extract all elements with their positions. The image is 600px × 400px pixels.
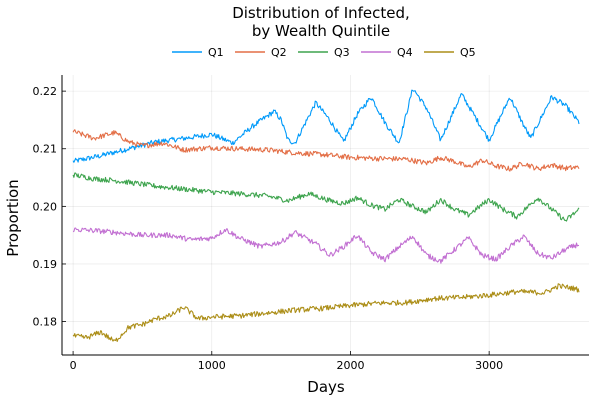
y-tick-label: 0.22 (33, 85, 58, 98)
y-tick-label: 0.19 (33, 258, 58, 271)
y-tick-label: 0.21 (33, 143, 58, 156)
x-tick-label: 2000 (336, 359, 364, 372)
series-line-q5 (72, 283, 580, 343)
y-tick-label: 0.18 (33, 316, 58, 329)
x-tick-label: 3000 (475, 359, 503, 372)
series-line-q2 (72, 129, 580, 172)
y-axis-label: Proportion (4, 179, 22, 256)
legend-label-q4: Q4 (397, 46, 413, 59)
legend: Q1 Q2 Q3 Q4 Q5 (172, 46, 476, 59)
series-line-q3 (72, 172, 580, 222)
x-tick-label: 1000 (198, 359, 226, 372)
legend-label-q1: Q1 (208, 46, 224, 59)
x-axis-label: Days (307, 378, 345, 396)
ticks: 0 1000 2000 3000 0.18 0.19 0.20 0.21 0.22 (33, 85, 504, 372)
axes (61, 75, 589, 356)
chart-title-line2: by Wealth Quintile (252, 22, 390, 40)
legend-label-q3: Q3 (334, 46, 350, 59)
chart-title-line1: Distribution of Infected, (232, 4, 410, 22)
x-tick-label: 0 (70, 359, 77, 372)
legend-label-q2: Q2 (271, 46, 287, 59)
legend-label-q5: Q5 (460, 46, 476, 59)
grid (62, 75, 589, 355)
series-line-q4 (72, 227, 580, 264)
series-layer (72, 89, 580, 343)
series-line-q1 (72, 89, 580, 163)
y-tick-label: 0.20 (33, 200, 58, 213)
